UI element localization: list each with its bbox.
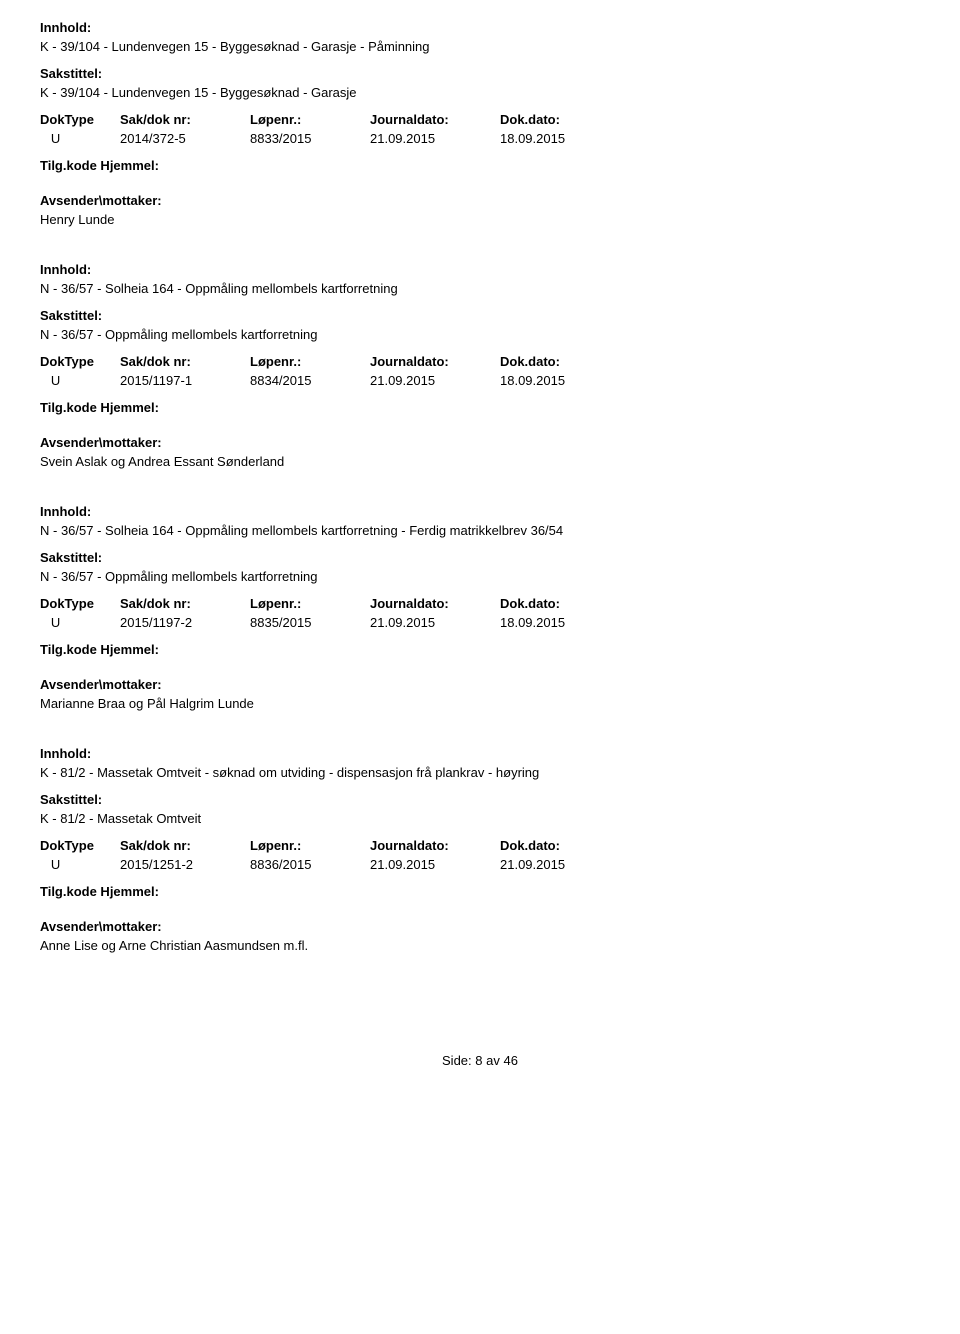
sakdok-value: 2015/1197-1 [120,373,250,388]
col-dokdato-header: Dok.dato: [500,596,620,611]
sakstittel-value: K - 81/2 - Massetak Omtveit [40,811,920,826]
innhold-value: K - 81/2 - Massetak Omtveit - søknad om … [40,765,920,780]
col-sakdok-header: Sak/dok nr: [120,112,250,127]
sakdok-value: 2015/1251-2 [120,857,250,872]
avsender-label: Avsender\mottaker: [40,919,920,934]
col-lopenr-header: Løpenr.: [250,838,370,853]
sakdok-value: 2015/1197-2 [120,615,250,630]
avsender-value: Henry Lunde [40,212,920,227]
innhold-label: Innhold: [40,262,920,277]
table-row: U 2015/1197-1 8834/2015 21.09.2015 18.09… [40,373,920,388]
doktype-value: U [40,131,120,146]
table-header: DokType Sak/dok nr: Løpenr.: Journaldato… [40,596,920,611]
innhold-value: N - 36/57 - Solheia 164 - Oppmåling mell… [40,281,920,296]
innhold-label: Innhold: [40,504,920,519]
col-dokdato-header: Dok.dato: [500,354,620,369]
dokdato-value: 18.09.2015 [500,615,620,630]
avsender-value: Marianne Braa og Pål Halgrim Lunde [40,696,920,711]
journaldato-value: 21.09.2015 [370,373,500,388]
tilgkode-label: Tilg.kode Hjemmel: [40,400,920,415]
footer-label: Side: [442,1053,472,1068]
col-dokdato-header: Dok.dato: [500,112,620,127]
record: Innhold: K - 81/2 - Massetak Omtveit - s… [40,746,920,953]
sakstittel-label: Sakstittel: [40,792,920,807]
col-lopenr-header: Løpenr.: [250,112,370,127]
table-row: U 2015/1251-2 8836/2015 21.09.2015 21.09… [40,857,920,872]
col-doktype-header: DokType [40,596,120,611]
col-sakdok-header: Sak/dok nr: [120,596,250,611]
sakdok-value: 2014/372-5 [120,131,250,146]
col-journaldato-header: Journaldato: [370,354,500,369]
lopenr-value: 8833/2015 [250,131,370,146]
record: Innhold: N - 36/57 - Solheia 164 - Oppmå… [40,504,920,711]
table-header: DokType Sak/dok nr: Løpenr.: Journaldato… [40,112,920,127]
avsender-label: Avsender\mottaker: [40,435,920,450]
col-journaldato-header: Journaldato: [370,838,500,853]
table-row: U 2015/1197-2 8835/2015 21.09.2015 18.09… [40,615,920,630]
sakstittel-label: Sakstittel: [40,66,920,81]
tilgkode-label: Tilg.kode Hjemmel: [40,642,920,657]
innhold-label: Innhold: [40,20,920,35]
col-dokdato-header: Dok.dato: [500,838,620,853]
record: Innhold: K - 39/104 - Lundenvegen 15 - B… [40,20,920,227]
col-journaldato-header: Journaldato: [370,112,500,127]
avsender-label: Avsender\mottaker: [40,677,920,692]
table-header: DokType Sak/dok nr: Løpenr.: Journaldato… [40,838,920,853]
footer-page: 8 [475,1053,482,1068]
col-doktype-header: DokType [40,838,120,853]
sakstittel-value: K - 39/104 - Lundenvegen 15 - Byggesøkna… [40,85,920,100]
avsender-value: Svein Aslak og Andrea Essant Sønderland [40,454,920,469]
dokdato-value: 18.09.2015 [500,373,620,388]
sakstittel-value: N - 36/57 - Oppmåling mellombels kartfor… [40,569,920,584]
col-doktype-header: DokType [40,354,120,369]
journaldato-value: 21.09.2015 [370,857,500,872]
col-sakdok-header: Sak/dok nr: [120,838,250,853]
innhold-value: K - 39/104 - Lundenvegen 15 - Byggesøkna… [40,39,920,54]
footer-total: 46 [504,1053,518,1068]
col-doktype-header: DokType [40,112,120,127]
journaldato-value: 21.09.2015 [370,131,500,146]
col-sakdok-header: Sak/dok nr: [120,354,250,369]
doktype-value: U [40,615,120,630]
sakstittel-value: N - 36/57 - Oppmåling mellombels kartfor… [40,327,920,342]
tilgkode-label: Tilg.kode Hjemmel: [40,884,920,899]
tilgkode-label: Tilg.kode Hjemmel: [40,158,920,173]
innhold-label: Innhold: [40,746,920,761]
sakstittel-label: Sakstittel: [40,550,920,565]
lopenr-value: 8835/2015 [250,615,370,630]
doktype-value: U [40,857,120,872]
col-lopenr-header: Løpenr.: [250,354,370,369]
col-lopenr-header: Løpenr.: [250,596,370,611]
sakstittel-label: Sakstittel: [40,308,920,323]
table-header: DokType Sak/dok nr: Løpenr.: Journaldato… [40,354,920,369]
footer-of: av [486,1053,500,1068]
lopenr-value: 8834/2015 [250,373,370,388]
dokdato-value: 18.09.2015 [500,131,620,146]
avsender-value: Anne Lise og Arne Christian Aasmundsen m… [40,938,920,953]
dokdato-value: 21.09.2015 [500,857,620,872]
avsender-label: Avsender\mottaker: [40,193,920,208]
doktype-value: U [40,373,120,388]
table-row: U 2014/372-5 8833/2015 21.09.2015 18.09.… [40,131,920,146]
journaldato-value: 21.09.2015 [370,615,500,630]
innhold-value: N - 36/57 - Solheia 164 - Oppmåling mell… [40,523,920,538]
col-journaldato-header: Journaldato: [370,596,500,611]
record: Innhold: N - 36/57 - Solheia 164 - Oppmå… [40,262,920,469]
page-footer: Side: 8 av 46 [40,1053,920,1068]
lopenr-value: 8836/2015 [250,857,370,872]
